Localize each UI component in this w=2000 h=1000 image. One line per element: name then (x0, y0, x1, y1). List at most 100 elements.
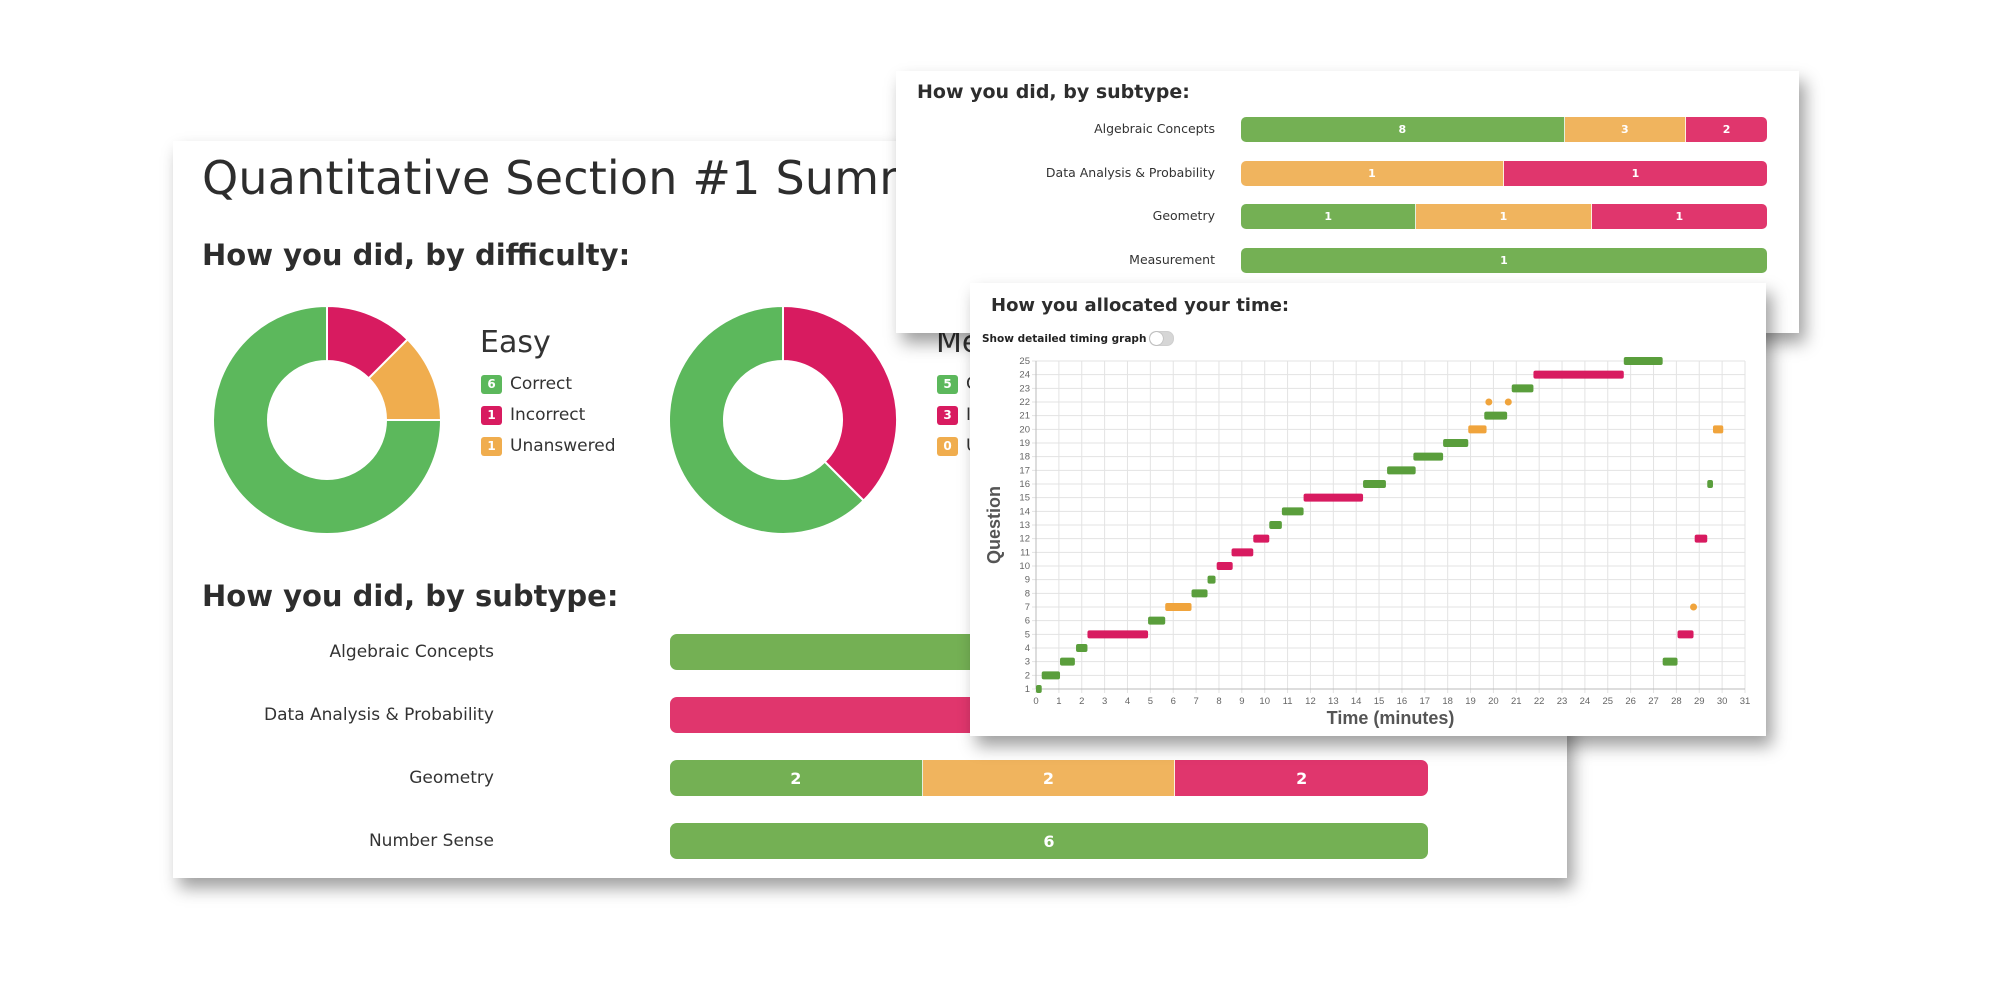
easy-legend-unanswered: 1 Unanswered (481, 436, 616, 456)
x-tick-label: 25 (1602, 696, 1613, 707)
easy-count-badge: 1 (481, 436, 502, 456)
y-tick-label: 16 (1019, 479, 1030, 490)
bar-segment-correct: 1 (1241, 204, 1417, 230)
y-tick-label: 25 (1019, 356, 1030, 367)
x-tick-label: 6 (1171, 696, 1176, 707)
x-tick-label: 21 (1511, 696, 1522, 707)
timing-segment-correct (1443, 439, 1469, 447)
timing-point-unanswered (1485, 398, 1493, 406)
easy-legend-label: Correct (510, 374, 573, 394)
x-axis-title: Time (minutes) (1327, 708, 1455, 728)
y-tick-label: 23 (1019, 383, 1030, 394)
y-axis-title: Question (984, 486, 1004, 564)
timing-segment-correct (1413, 452, 1444, 461)
timing-segment-correct (1707, 480, 1713, 488)
subtype-bar: 6 (670, 823, 1428, 859)
timing-segment-correct (1207, 575, 1216, 584)
bar-segment-incorrect: 2 (1175, 760, 1428, 796)
timing-segment-correct (1076, 644, 1088, 652)
detailed-timing-toggle[interactable] (1149, 331, 1175, 346)
timing-segment-unanswered (1468, 425, 1487, 434)
easy-legend-label: Incorrect (510, 405, 586, 425)
y-tick-label: 4 (1025, 643, 1030, 654)
timing-segment-incorrect (1677, 630, 1694, 639)
timing-heading: How you allocated your time: (991, 295, 1290, 316)
timing-segment-correct (1484, 411, 1508, 420)
toggle-knob (1150, 332, 1164, 345)
timing-segment-correct (1387, 466, 1416, 475)
y-tick-label: 21 (1019, 411, 1030, 422)
x-tick-label: 29 (1694, 696, 1705, 707)
easy-count-badge: 1 (481, 405, 502, 425)
x-tick-label: 18 (1442, 696, 1453, 707)
x-tick-label: 27 (1648, 696, 1659, 707)
subtype-label: Geometry (1152, 208, 1215, 224)
x-tick-label: 17 (1420, 696, 1431, 707)
x-tick-label: 28 (1671, 696, 1682, 707)
timing-segment-correct (1041, 671, 1061, 680)
subtype-heading-top: How you did, by subtype: (917, 81, 1190, 103)
medium-count-badge: 3 (937, 405, 958, 425)
y-tick-label: 20 (1019, 424, 1030, 435)
y-tick-label: 2 (1025, 670, 1030, 681)
y-tick-label: 6 (1025, 616, 1030, 627)
medium-count-badge: 0 (937, 436, 958, 456)
timing-segment-incorrect (1253, 534, 1270, 543)
timing-segment-correct (1662, 657, 1678, 666)
timing-chart: 0 1 2 3 4 5 6 7 8 9 10 11 12 13 14 15 16 17 18 19 20 21 22 23 24… (984, 356, 1751, 728)
easy-count-badge: 6 (481, 374, 502, 394)
bar-segment-incorrect: 2 (1686, 117, 1767, 142)
easy-legend-incorrect: 1 Incorrect (481, 405, 585, 425)
x-tick-label: 0 (1033, 696, 1038, 707)
y-tick-label: 18 (1019, 452, 1030, 463)
x-tick-label: 24 (1580, 696, 1591, 707)
medium-slice-correct (668, 305, 866, 535)
easy-legend-correct: 6 Correct (481, 374, 572, 394)
bar-segment-unanswered: 3 (1564, 117, 1687, 142)
bar-segment-unanswered: 2 (922, 760, 1176, 796)
x-tick-label: 8 (1216, 696, 1221, 707)
timing-segment-correct (1623, 357, 1663, 365)
timing-segment-incorrect (1694, 534, 1708, 543)
x-tick-label: 10 (1259, 696, 1270, 707)
y-tick-label: 22 (1019, 397, 1030, 408)
bar-segment-unanswered: 1 (1416, 204, 1592, 230)
y-tick-label: 24 (1019, 370, 1030, 381)
timing-segment-correct (1363, 480, 1386, 488)
detailed-timing-toggle-label: Show detailed timing graph (982, 332, 1147, 345)
x-tick-label: 31 (1740, 696, 1751, 707)
bar-segment-correct: 2 (670, 760, 923, 796)
bar-segment-correct: 6 (670, 823, 1428, 859)
timing-segment-incorrect (1216, 562, 1233, 570)
x-tick-label: 11 (1283, 696, 1293, 707)
y-tick-label: 5 (1025, 629, 1030, 640)
timing-segment-unanswered (1712, 425, 1724, 434)
y-tick-label: 10 (1019, 561, 1030, 572)
subtype-label: Measurement (1129, 252, 1215, 268)
timing-segment-correct (1281, 507, 1304, 516)
y-tick-label: 12 (1019, 534, 1030, 545)
timing-segment-correct (1191, 589, 1208, 598)
page-title: Quantitative Section #1 Summary (202, 151, 1000, 205)
medium-donut-chart (668, 305, 898, 535)
time-allocation-card: How you allocated your time: Show detail… (970, 283, 1766, 736)
x-tick-label: 22 (1534, 696, 1545, 707)
x-tick-label: 5 (1148, 696, 1153, 707)
x-tick-label: 12 (1305, 696, 1316, 707)
y-tick-label: 19 (1019, 438, 1030, 449)
timing-segment-correct (1269, 521, 1282, 529)
x-tick-label: 9 (1239, 696, 1244, 707)
subtype-label: Number Sense (368, 831, 494, 851)
detailed-timing-toggle-row: Show detailed timing graph (982, 331, 1175, 346)
subtype-label: Algebraic Concepts (1094, 121, 1215, 136)
y-tick-label: 3 (1025, 657, 1030, 668)
timing-segment-unanswered (1165, 603, 1192, 611)
easy-donut-chart (212, 305, 442, 535)
subtype-bar: 1 (1241, 248, 1767, 274)
timing-segment-correct (1036, 685, 1042, 693)
bar-segment-unanswered: 1 (1241, 160, 1504, 186)
x-tick-label: 20 (1488, 696, 1499, 707)
